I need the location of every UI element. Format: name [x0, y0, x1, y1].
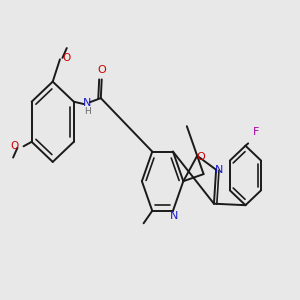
Text: N: N [215, 165, 224, 175]
Text: O: O [196, 152, 205, 162]
Text: O: O [98, 65, 106, 75]
Text: O: O [11, 141, 19, 151]
Text: H: H [84, 107, 91, 116]
Text: O: O [62, 53, 70, 63]
Text: N: N [170, 211, 178, 221]
Text: F: F [253, 128, 259, 137]
Text: N: N [82, 98, 91, 108]
